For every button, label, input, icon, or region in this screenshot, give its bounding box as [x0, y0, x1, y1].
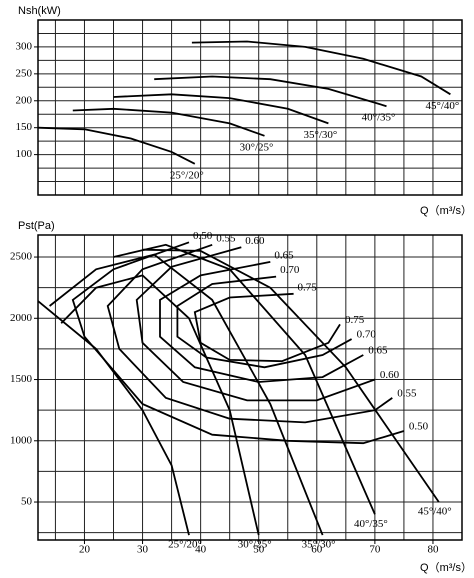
y-tick-label: 1000 [10, 434, 33, 446]
x-tick-label: 40 [195, 544, 207, 556]
x-tick-label: 50 [253, 544, 265, 556]
performance-curve [72, 107, 265, 137]
contour-label: 0.75 [298, 281, 318, 293]
x-tick-label: 70 [369, 544, 381, 556]
performance-curve [154, 75, 387, 108]
x-tick-label: 80 [427, 544, 439, 556]
contour-label: 0.75 [345, 314, 365, 326]
y-axis-label: Nsh(kW) [18, 5, 61, 17]
y-axis-label: Pst(Pa) [18, 220, 55, 232]
contour-label: 0.50 [409, 421, 429, 433]
y-tick-label: 1500 [10, 373, 33, 385]
performance-curve [191, 40, 451, 96]
performance-curve [142, 248, 440, 503]
performance-curve [49, 253, 324, 536]
plot-frame [37, 19, 463, 196]
performance-curve [37, 300, 190, 536]
curve-label: 40°/35° [362, 112, 396, 124]
curve-label: 40°/35° [354, 518, 388, 530]
x-axis-label: Q（m³/s） [420, 561, 472, 574]
efficiency-contour [176, 275, 353, 369]
performance-curve [37, 126, 196, 165]
contour-label: 0.65 [274, 249, 294, 261]
y-tick-label: 200 [16, 94, 33, 106]
performance-curve [113, 93, 329, 125]
contour-label: 0.55 [397, 387, 417, 399]
y-tick-label: 250 [16, 67, 33, 79]
contour-label: 0.65 [368, 345, 388, 357]
efficiency-contour [71, 241, 405, 445]
contour-label: 0.60 [380, 369, 400, 381]
efficiency-contour [193, 292, 341, 363]
x-tick-label: 20 [79, 544, 91, 556]
contour-label: 0.60 [245, 235, 265, 247]
x-axis-label: Q（m³/s） [420, 204, 472, 217]
y-tick-label: 50 [21, 496, 33, 508]
curve-label: 30°/25° [238, 539, 272, 551]
curve-label: 25°/20° [170, 169, 204, 181]
x-tick-label: 30 [137, 544, 149, 556]
efficiency-contour [135, 246, 376, 402]
curve-label: 45°/40° [425, 100, 459, 112]
contour-label: 0.50 [193, 230, 213, 242]
contour-label: 0.55 [216, 232, 236, 244]
efficiency-contour [159, 261, 364, 383]
y-tick-label: 300 [16, 40, 33, 52]
y-tick-label: 100 [16, 148, 33, 160]
efficiency-contour [106, 243, 393, 424]
curve-label: 35°/30° [303, 129, 337, 141]
x-tick-label: 60 [311, 544, 323, 556]
contour-label: 0.70 [280, 264, 300, 276]
contour-label: 0.70 [357, 329, 377, 341]
curve-label: 45°/40° [418, 506, 452, 518]
y-tick-label: 150 [16, 121, 33, 133]
plot-frame [37, 234, 463, 541]
y-tick-label: 2000 [10, 312, 33, 324]
curve-label: 25°/20° [168, 539, 202, 551]
y-tick-label: 2500 [10, 251, 33, 263]
curve-label: 35°/30° [302, 539, 336, 551]
curve-label: 30°/25° [240, 141, 274, 153]
